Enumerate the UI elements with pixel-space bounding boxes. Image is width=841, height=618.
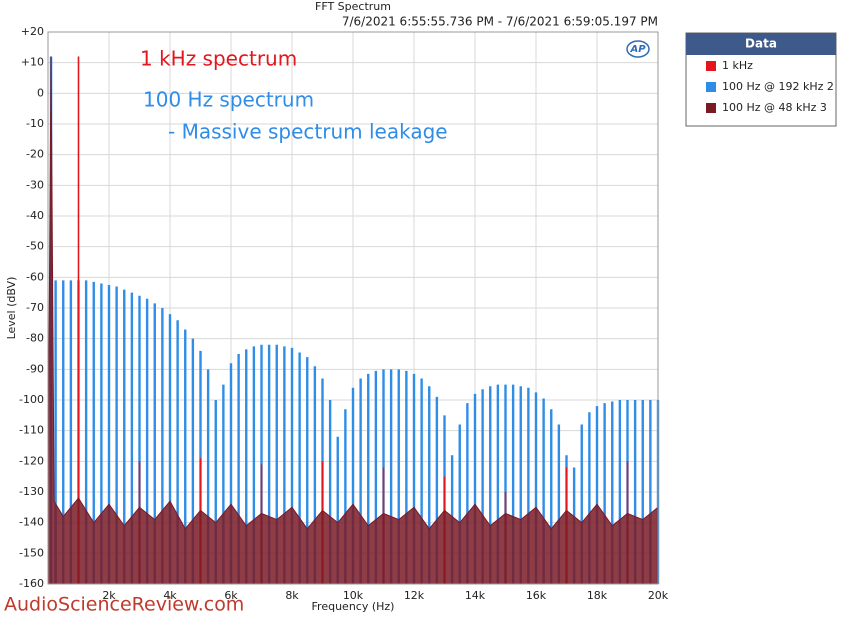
- legend-swatch: [706, 82, 716, 92]
- annotation: - Massive spectrum leakage: [168, 120, 448, 144]
- x-tick-label: 8k: [285, 589, 299, 602]
- y-tick-label: -130: [19, 485, 44, 498]
- annotation: 100 Hz spectrum: [143, 88, 314, 112]
- legend-label: 100 Hz @ 192 kHz 2: [722, 80, 834, 93]
- y-tick-label: +20: [21, 25, 44, 38]
- x-tick-label: 20k: [648, 589, 669, 602]
- y-tick-label: -90: [26, 362, 44, 375]
- logo-ring: [626, 40, 650, 58]
- noise-area: [47, 56, 659, 585]
- legend-header: [686, 33, 836, 55]
- legend-swatch: [706, 61, 716, 71]
- y-tick-label: -20: [26, 148, 44, 161]
- y-tick-label: +10: [21, 56, 44, 69]
- x-tick-label: 14k: [465, 589, 486, 602]
- x-tick-label: 18k: [587, 589, 608, 602]
- x-tick-label: 16k: [526, 589, 547, 602]
- y-tick-label: 0: [37, 86, 44, 99]
- chart-subtitle: 7/6/2021 6:55:55.736 PM - 7/6/2021 6:59:…: [342, 15, 658, 29]
- x-tick-label: 10k: [343, 589, 364, 602]
- logo: AP: [629, 44, 646, 55]
- legend-label: 1 kHz: [722, 59, 753, 72]
- y-tick-label: -80: [26, 332, 44, 345]
- y-tick-label: -160: [19, 577, 44, 590]
- y-axis-label: Level (dBV): [5, 277, 18, 340]
- legend-title: Data: [745, 37, 777, 51]
- y-tick-label: -100: [19, 393, 44, 406]
- watermark: AudioScienceReview.com: [4, 594, 244, 616]
- y-tick-label: -50: [26, 240, 44, 253]
- y-tick-label: -40: [26, 209, 44, 222]
- y-tick-label: -10: [26, 117, 44, 130]
- plot-border: [47, 31, 659, 585]
- y-tick-label: -70: [26, 301, 44, 314]
- y-tick-label: -30: [26, 178, 44, 191]
- x-axis-label: Frequency (Hz): [312, 600, 395, 613]
- y-tick-label: -120: [19, 454, 44, 467]
- legend-swatch: [706, 103, 716, 113]
- y-tick-label: -140: [19, 516, 44, 529]
- chart-title: FFT Spectrum: [315, 0, 391, 13]
- x-tick-label: 2k: [102, 589, 116, 602]
- y-tick-label: -150: [19, 546, 44, 559]
- annotation: 1 kHz spectrum: [140, 47, 297, 71]
- y-tick-label: -60: [26, 270, 44, 283]
- x-tick-label: 6k: [224, 589, 238, 602]
- x-tick-label: 12k: [404, 589, 425, 602]
- x-tick-label: 4k: [163, 589, 177, 602]
- legend-label: 100 Hz @ 48 kHz 3: [722, 101, 827, 114]
- y-tick-label: -110: [19, 424, 44, 437]
